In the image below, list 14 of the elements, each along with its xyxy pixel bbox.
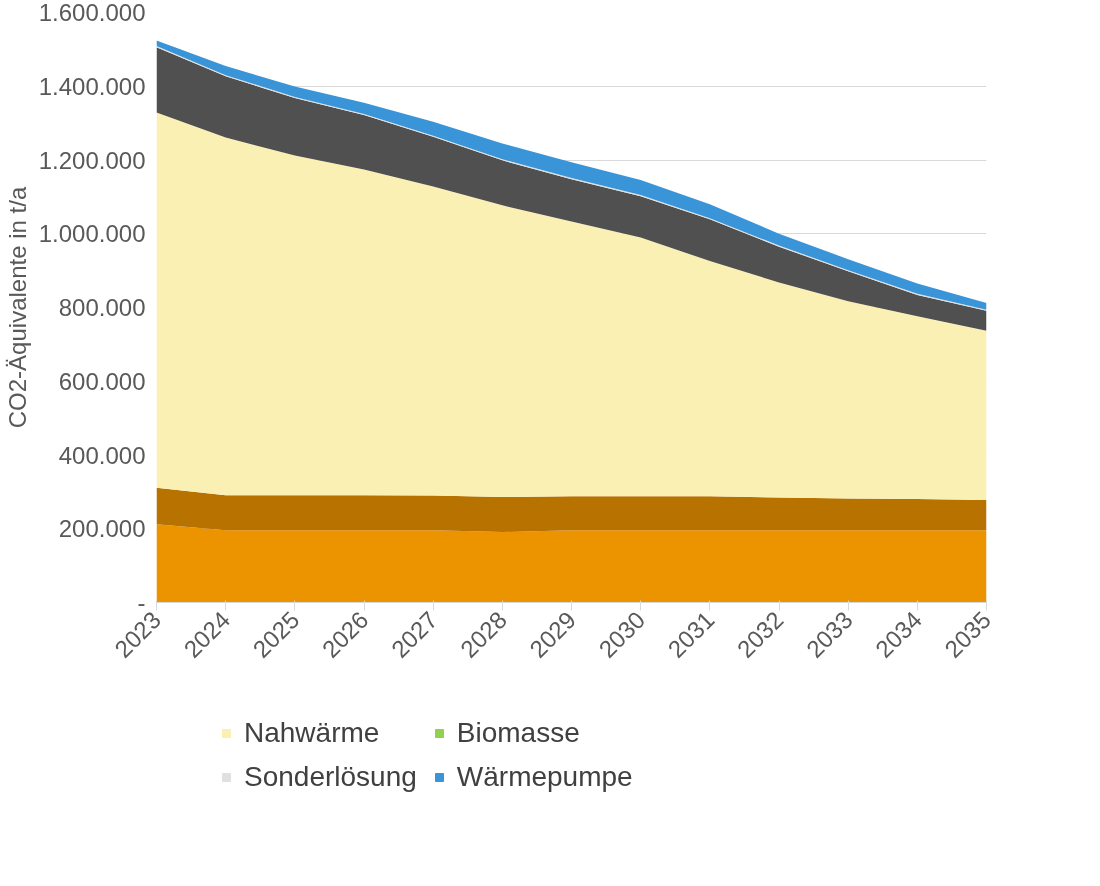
legend-label: Nahwärme bbox=[244, 717, 380, 749]
y-tick-label: 1.400.000 bbox=[38, 72, 146, 100]
y-tick-label: - bbox=[137, 589, 146, 616]
y-tick-label: 600.000 bbox=[58, 367, 146, 395]
y-tick-label: 400.000 bbox=[58, 441, 146, 469]
y-tick-label: 200.000 bbox=[58, 515, 146, 543]
y-tick-label: 1.200.000 bbox=[38, 146, 146, 174]
legend-label: Wärmepumpe bbox=[456, 761, 633, 793]
legend-label: Sonderlösung bbox=[244, 761, 417, 793]
y-axis-title: CO2-Äquivalente in t/a bbox=[3, 186, 31, 429]
y-tick-label: 800.000 bbox=[58, 294, 146, 321]
y-tick-label: 1.000.000 bbox=[38, 220, 146, 248]
legend-label: Biomasse bbox=[456, 717, 580, 749]
y-tick-label: 1.600.000 bbox=[38, 0, 146, 26]
